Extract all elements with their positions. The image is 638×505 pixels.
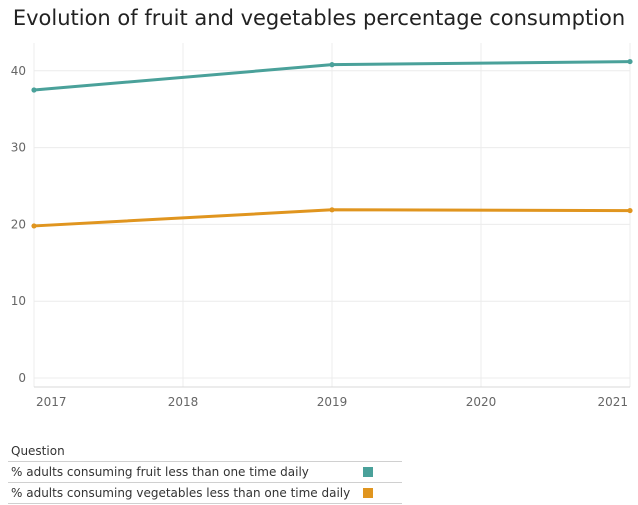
y-tick-label: 20 [11, 217, 26, 231]
y-axis: 0 10 20 30 40 [11, 43, 35, 387]
x-tick-label: 2017 [36, 395, 67, 409]
legend: Question % adults consuming fruit less t… [8, 444, 402, 504]
chart-title: Evolution of fruit and vegetables percen… [12, 6, 626, 30]
x-tick-label: 2019 [317, 395, 348, 409]
data-point[interactable] [31, 87, 37, 93]
data-point[interactable] [31, 223, 37, 229]
x-tick-label: 2020 [466, 395, 497, 409]
grid [33, 43, 631, 387]
legend-title: Question [11, 444, 65, 458]
legend-label: % adults consuming vegetables less than … [11, 486, 351, 500]
legend-item-fruit[interactable]: % adults consuming fruit less than one t… [8, 461, 402, 482]
legend-swatch [363, 488, 373, 498]
y-tick-label: 40 [11, 64, 26, 78]
x-axis: 2017 2018 2019 2020 2021 [34, 386, 630, 409]
data-point[interactable] [329, 207, 335, 213]
y-tick-label: 30 [11, 141, 26, 155]
data-point[interactable] [329, 62, 335, 68]
y-tick-label: 10 [11, 294, 26, 308]
legend-label: % adults consuming fruit less than one t… [11, 465, 309, 479]
legend-item-vegetables[interactable]: % adults consuming vegetables less than … [8, 482, 402, 504]
data-point[interactable] [627, 58, 633, 65]
x-tick-label: 2021 [597, 395, 628, 409]
legend-swatch [363, 467, 373, 477]
x-tick-label: 2018 [168, 395, 199, 409]
line-chart: 0 10 20 30 40 2017 2018 2019 2020 2021 [11, 43, 633, 409]
data-point[interactable] [627, 207, 633, 214]
series-group [31, 58, 633, 229]
y-tick-label: 0 [18, 371, 26, 385]
